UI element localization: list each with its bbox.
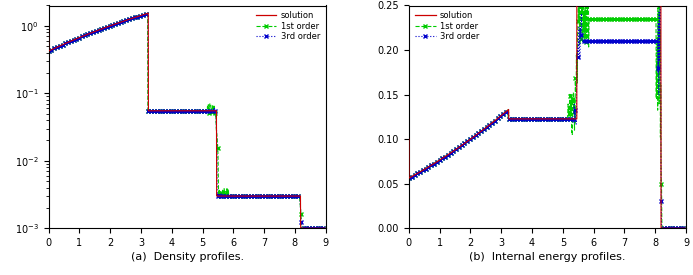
X-axis label: (b)  Internal energy profiles.: (b) Internal energy profiles. (469, 252, 626, 262)
Legend: solution, 1st order, 3rd order: solution, 1st order, 3rd order (254, 10, 322, 43)
Legend: solution, 1st order, 3rd order: solution, 1st order, 3rd order (413, 10, 481, 43)
X-axis label: (a)  Density profiles.: (a) Density profiles. (130, 252, 244, 262)
